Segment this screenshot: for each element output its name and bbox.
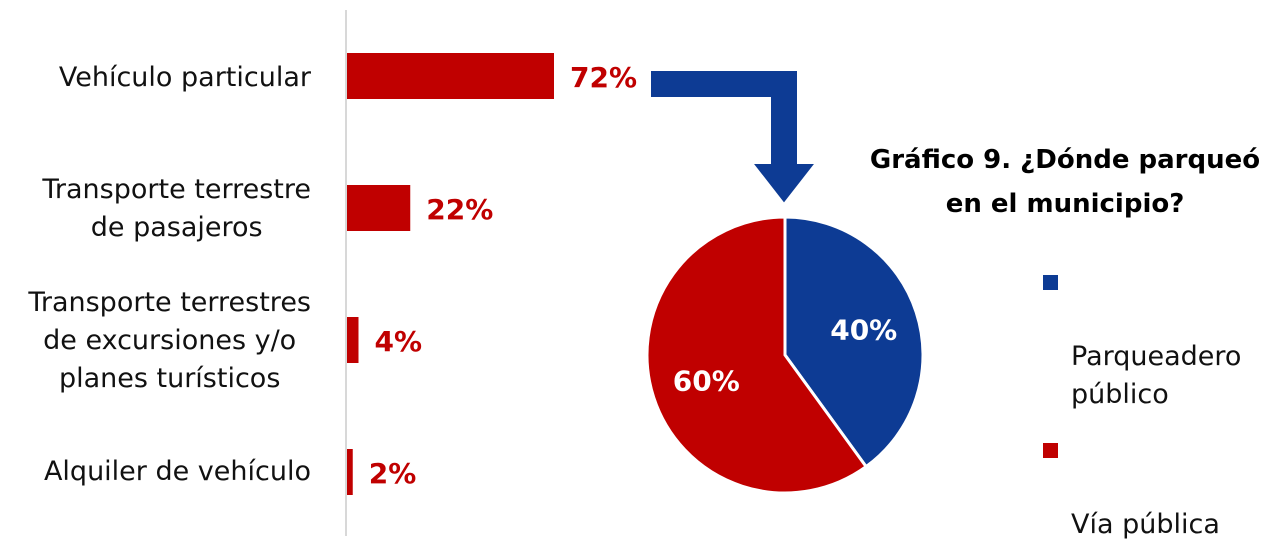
bar-0 bbox=[347, 53, 554, 99]
pie-chart: 40% 60% bbox=[645, 215, 925, 495]
legend-label-1: Vía pública bbox=[1071, 509, 1220, 540]
pie-slice-1 bbox=[645, 215, 869, 495]
legend-swatch-blue bbox=[1043, 275, 1058, 290]
category-label-3: Alquiler de vehículo bbox=[43, 456, 311, 487]
legend-item-0: Parqueadero público bbox=[1043, 262, 1241, 414]
pie-value-label-0: 40% bbox=[830, 313, 897, 346]
pie-legend: Parqueadero público Vía pública bbox=[1043, 262, 1241, 560]
pie-title: Gráfico 9. ¿Dónde parqueó en el municipi… bbox=[869, 145, 1261, 219]
category-label-2: Transporte terrestres de excursiones y/o… bbox=[28, 287, 311, 394]
bar-value-label-3: 2% bbox=[369, 457, 417, 490]
bar-value-label-2: 4% bbox=[375, 325, 423, 358]
bar-2 bbox=[347, 317, 359, 363]
legend-label-0: Parqueadero público bbox=[1071, 341, 1242, 410]
category-label-0: Vehículo particular bbox=[58, 62, 311, 93]
category-label-1: Transporte terrestre de pasajeros bbox=[42, 174, 311, 243]
bar-value-label-1: 22% bbox=[426, 193, 493, 226]
bar-value-label-0: 72% bbox=[570, 61, 637, 94]
pie-slice-0 bbox=[783, 215, 925, 469]
bar-chart: 72% 22% 4% 2% bbox=[345, 10, 637, 536]
legend-swatch-red bbox=[1043, 443, 1058, 458]
bar-3 bbox=[347, 449, 353, 495]
legend-item-1: Vía pública bbox=[1043, 430, 1241, 544]
bar-1 bbox=[347, 185, 411, 231]
pointer-arrow bbox=[649, 69, 819, 206]
pie-value-label-1: 60% bbox=[673, 365, 740, 398]
chart-canvas: 72% 22% 4% 2% 40% 60% bbox=[345, 10, 925, 536]
elbow-arrow-shape bbox=[649, 69, 819, 206]
